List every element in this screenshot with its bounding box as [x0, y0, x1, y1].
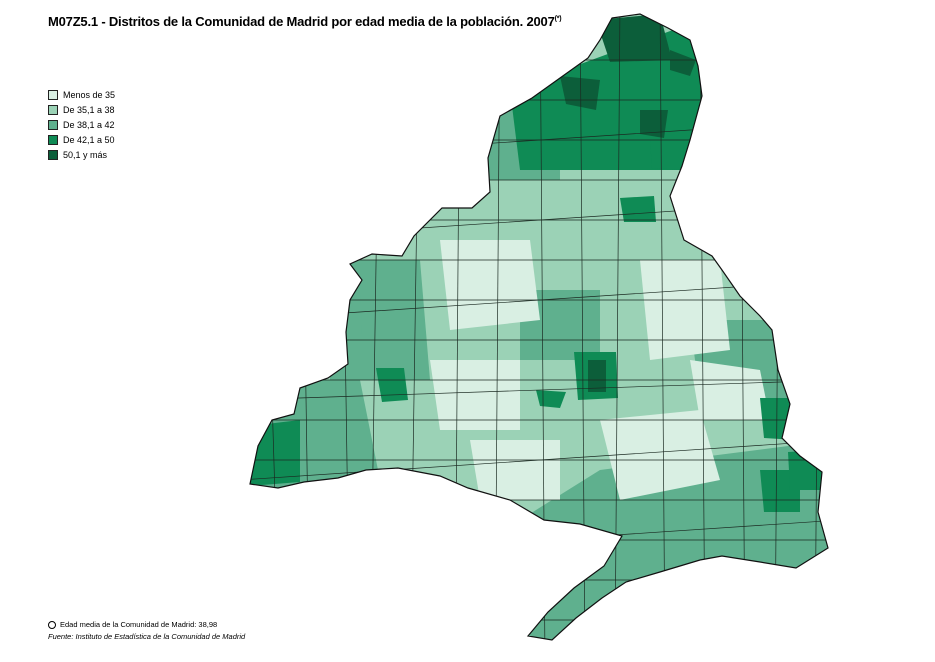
map-title: M07Z5.1 - Distritos de la Comunidad de M…: [48, 14, 562, 29]
legend-item: Menos de 35: [48, 87, 115, 102]
legend-label: De 42,1 a 50: [63, 134, 115, 145]
region-outline: [249, 13, 829, 641]
legend-item: De 38,1 a 42: [48, 117, 115, 132]
legend-label: De 38,1 a 42: [63, 119, 115, 130]
legend-label: Menos de 35: [63, 89, 116, 100]
average-age-note: Edad media de la Comunidad de Madrid: 38…: [48, 620, 217, 629]
legend-item: 50,1 y más: [48, 147, 115, 162]
legend-item: De 35,1 a 38: [48, 102, 115, 117]
circle-icon: [48, 620, 56, 629]
legend-swatch-menos-35: [48, 89, 58, 100]
legend-swatch-42-50: [48, 134, 58, 145]
legend-swatch-50-mas: [48, 149, 58, 160]
legend-label: De 35,1 a 38: [63, 104, 115, 115]
legend-item: De 42,1 a 50: [48, 132, 115, 147]
source-note: Fuente: Instituto de Estadística de la C…: [48, 632, 246, 641]
average-age-text: Edad media de la Comunidad de Madrid: 38…: [60, 620, 218, 629]
legend-swatch-35-38: [48, 104, 58, 115]
legend-swatch-38-42: [48, 119, 58, 130]
map-legend: Menos de 35 De 35,1 a 38 De 38,1 a 42 De…: [48, 87, 115, 162]
legend-label: 50,1 y más: [63, 149, 108, 160]
